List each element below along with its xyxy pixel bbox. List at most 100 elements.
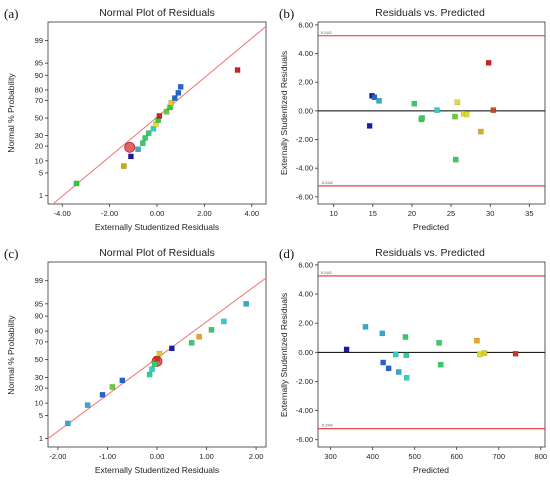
limit-line-label: 5.2442 [321, 31, 332, 35]
data-point [156, 350, 163, 357]
plot-frame-a [47, 21, 267, 205]
y-tick-label: 30 [35, 373, 43, 382]
data-point [402, 334, 409, 340]
data-point [343, 346, 350, 353]
y-tick-label: 0.00 [298, 348, 313, 357]
tick-layer-a: -4.00 -2.00 0.00 2.00 4.00 1 5 10 20 30 50 70 80 90 95… [35, 36, 259, 218]
y-tick-label: -6.00 [296, 435, 313, 444]
data-point [403, 375, 410, 381]
data-point [177, 84, 184, 90]
plot-frame-b [317, 21, 546, 205]
y-tick-label: 95 [35, 299, 43, 308]
x-axis-label-b: Predicted [413, 222, 449, 232]
limit-line-label: -5.2442 [321, 424, 333, 428]
data-point [208, 327, 215, 333]
x-tick-label: 2.00 [197, 209, 212, 218]
y-tick-label: 1 [39, 434, 43, 443]
x-axis-label-a: Externally Studentized Residuals [95, 222, 219, 232]
x-tick-label: -2.00 [49, 452, 66, 461]
y-axis-label-a: Normal % Probability [6, 73, 16, 153]
data-point [379, 330, 386, 337]
x-tick-label: 300 [324, 452, 337, 461]
y-tick-label: 5 [39, 168, 43, 177]
y-tick-label: 30 [35, 131, 43, 140]
panel-label-c: (c) [4, 246, 18, 261]
y-tick-label: 90 [35, 312, 43, 321]
data-point [171, 95, 178, 101]
y-tick-label: -4.00 [296, 164, 313, 173]
data-point [175, 90, 182, 96]
data-point [478, 128, 484, 135]
y-tick-label: 70 [35, 96, 43, 105]
x-tick-label: 10 [329, 209, 337, 218]
data-point [434, 107, 440, 113]
y-tick-label: 99 [35, 276, 43, 285]
data-point [380, 359, 386, 366]
data-point [135, 146, 141, 153]
data-point [154, 355, 160, 362]
x-axis-label-d: Predicted [413, 465, 449, 475]
x-tick-label: -4.00 [54, 209, 71, 218]
y-tick-label: 80 [35, 85, 43, 94]
chart-panel-d: (d) Residuals vs. Predicted 300 400 500 600… [279, 246, 548, 475]
data-point [512, 350, 519, 357]
x-tick-label: 35 [525, 209, 533, 218]
data-point [139, 140, 146, 147]
y-tick-label: 6.00 [298, 20, 313, 29]
marks-layer-c [48, 277, 266, 439]
data-point [481, 350, 488, 356]
chart-title-d: Residuals vs. Predicted [375, 247, 485, 259]
chart-panel-b: (b) Residuals vs. Predicted 10 15 20 25 30 35… [279, 6, 546, 232]
limit-line-label: 5.2442 [321, 271, 332, 275]
x-tick-label: 400 [366, 452, 379, 461]
y-tick-label: 6.00 [298, 260, 313, 269]
data-point [145, 130, 152, 136]
y-tick-label: 50 [35, 114, 43, 123]
y-axis-label-b: Externally Studentized Residuals [279, 51, 289, 175]
y-tick-label: 10 [35, 399, 43, 408]
x-axis-label-c: Externally Studentized Residuals [95, 465, 219, 475]
chart-panel-c: (c) Normal Plot of Residuals -2.00 -1.00 0… [4, 246, 267, 475]
chart-title-b: Residuals vs. Predicted [375, 7, 485, 19]
data-point [196, 333, 202, 340]
marks-layer-d: 5.2442 -5.2442 [318, 271, 545, 430]
data-point [65, 420, 71, 427]
data-point [436, 340, 442, 346]
data-point [454, 99, 461, 106]
data-point [149, 366, 155, 372]
data-point [485, 60, 492, 66]
data-point [73, 180, 80, 187]
marks-layer-b: 5.2442 -5.2442 [318, 31, 545, 187]
limit-line-label: -5.2442 [321, 181, 333, 185]
y-tick-label: 90 [35, 71, 43, 80]
x-tick-label: 0.00 [150, 209, 165, 218]
data-point [84, 402, 91, 408]
panel-label-d: (d) [279, 246, 294, 261]
data-point [221, 318, 227, 325]
data-point [362, 324, 369, 330]
data-point [99, 391, 106, 398]
x-tick-label: -1.00 [99, 452, 116, 461]
y-tick-label: 95 [35, 59, 43, 68]
data-point [366, 123, 373, 129]
y-tick-label: 2.00 [298, 78, 313, 87]
y-tick-label: -2.00 [296, 377, 313, 386]
x-tick-label: 30 [486, 209, 494, 218]
data-point [234, 67, 241, 73]
chart-title-c: Normal Plot of Residuals [99, 247, 215, 259]
x-tick-label: 600 [450, 452, 463, 461]
data-point [463, 111, 470, 118]
x-tick-label: -2.00 [101, 209, 118, 218]
data-point [151, 361, 158, 367]
data-point [168, 100, 175, 106]
data-point [109, 384, 116, 390]
data-point [392, 351, 399, 358]
data-point [376, 98, 382, 104]
y-tick-label: 20 [35, 142, 43, 151]
x-tick-label: 20 [408, 209, 416, 218]
y-tick-label: 80 [35, 327, 43, 336]
data-point [490, 107, 497, 113]
data-point [411, 100, 418, 107]
x-tick-label: 800 [535, 452, 548, 461]
